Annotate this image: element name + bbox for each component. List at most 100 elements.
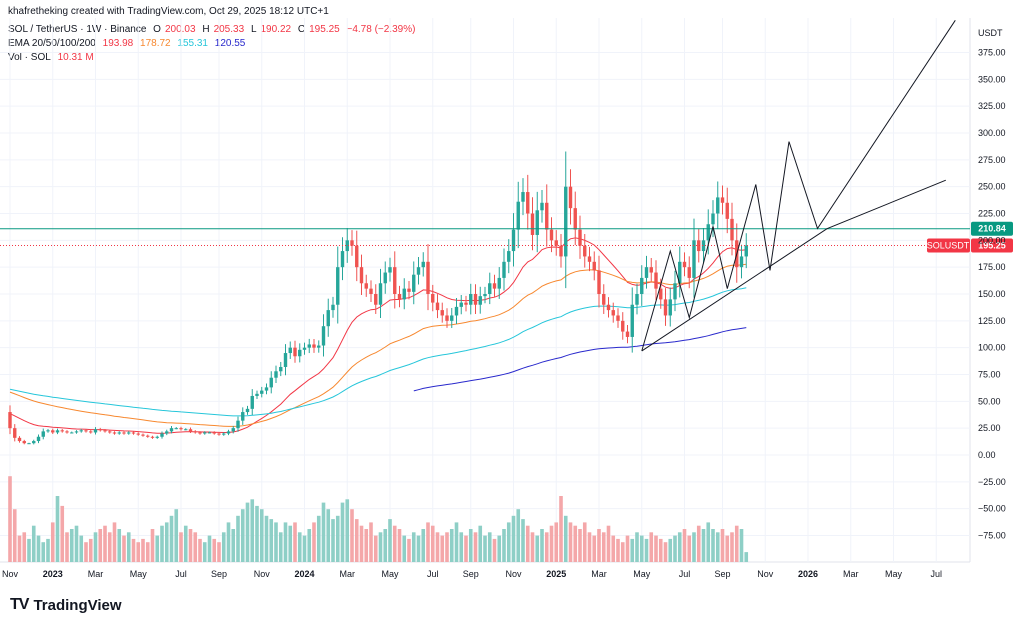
x-tick-label: Mar — [340, 569, 356, 579]
volume-bar — [12, 509, 17, 562]
candle-body — [203, 432, 207, 434]
candle-body — [554, 240, 558, 246]
candle-body — [150, 436, 155, 438]
candle-body — [706, 224, 710, 241]
candle-body — [165, 431, 169, 434]
candle-body — [744, 245, 748, 257]
candle-body — [730, 218, 734, 241]
candle-body — [89, 431, 93, 433]
x-tick-label: 2023 — [43, 569, 63, 579]
volume-bar — [468, 529, 473, 562]
volume-bar — [65, 532, 69, 562]
volume-bar — [620, 542, 625, 562]
candle-body — [331, 304, 335, 311]
tradingview-logo[interactable]: TV TradingView — [10, 596, 122, 614]
ema20-line — [9, 237, 747, 434]
volume-bar — [126, 532, 131, 562]
candle-body — [445, 315, 449, 321]
candle-body — [397, 294, 402, 300]
candle-body — [469, 294, 473, 305]
low-value: 190.22 — [260, 24, 292, 35]
candle-body — [217, 433, 221, 435]
candle-body — [84, 430, 88, 432]
volume-bar — [145, 542, 150, 562]
volume-bar — [668, 538, 673, 562]
rising-support-trendline[interactable] — [641, 179, 946, 352]
y-tick-label: 25.00 — [978, 423, 1001, 433]
volume-bar — [601, 532, 606, 562]
volume-label: Vol · SOL — [8, 52, 51, 63]
y-tick-label: 375.00 — [978, 48, 1006, 58]
candle-body — [41, 431, 45, 437]
volume-bar — [511, 515, 516, 562]
candle-body — [222, 433, 226, 435]
volume-bar — [616, 538, 620, 562]
volume-bar — [521, 519, 525, 562]
candle-body — [616, 315, 620, 321]
x-tick-label: Sep — [714, 569, 730, 579]
volume-bar — [378, 532, 383, 562]
volume-bar — [730, 532, 734, 562]
volume-bar — [720, 529, 725, 562]
zigzag-pattern[interactable] — [641, 20, 956, 352]
volume-bar — [544, 532, 549, 562]
candle-body — [502, 261, 506, 278]
y-tick-label: 175.00 — [978, 262, 1006, 272]
volume-bar — [692, 532, 696, 562]
candle-body — [60, 430, 64, 432]
volume-bar — [174, 509, 179, 562]
volume-bar — [345, 499, 350, 562]
candle-body — [212, 432, 216, 434]
volume-bar — [236, 515, 240, 562]
current-price-tag — [971, 238, 1013, 253]
candle-body — [293, 347, 297, 357]
candle-body — [274, 371, 278, 378]
volume-bar — [69, 529, 74, 562]
ema-legend[interactable]: EMA 20/50/100/200 193.98 178.72 155.31 1… — [8, 38, 249, 49]
candle-body — [402, 288, 406, 300]
volume-bar — [559, 496, 563, 562]
volume-bar — [283, 522, 288, 562]
y-tick-label: 350.00 — [978, 74, 1006, 84]
volume-bar — [264, 515, 269, 562]
candle-body — [51, 430, 55, 433]
volume-bar — [611, 535, 616, 562]
candle-body — [692, 240, 696, 278]
candle-body — [345, 240, 349, 252]
candle-body — [288, 347, 292, 354]
volume-bar — [245, 502, 250, 562]
volume-bar — [644, 538, 649, 562]
drawing-layer[interactable]: 210.84 SOLUSDT 195.25 — [0, 20, 1013, 352]
volume-bar — [711, 529, 715, 562]
x-tick-label: Mar — [591, 569, 607, 579]
volume-bar — [335, 515, 340, 562]
high-label: H — [202, 24, 210, 35]
y-tick-label: −25.00 — [978, 477, 1006, 487]
volume-bar — [435, 532, 440, 562]
volume-bar — [654, 535, 658, 562]
volume-legend[interactable]: Vol · SOL 10.31 M — [8, 52, 98, 63]
volume-bar — [478, 525, 483, 562]
volume-bar — [240, 509, 245, 562]
candle-body — [383, 272, 387, 284]
volume-bar — [226, 522, 231, 562]
volume-bar — [658, 538, 663, 562]
y-tick-label: 50.00 — [978, 396, 1001, 406]
y-tick-label: 150.00 — [978, 289, 1006, 299]
symbol-label[interactable]: SOL / TetherUS · 1W · Binance — [8, 24, 147, 35]
ema50-line — [9, 263, 747, 427]
candle-body — [431, 294, 435, 303]
candle-body — [497, 277, 501, 289]
candle-body — [302, 347, 307, 350]
volume-bar — [8, 476, 12, 562]
tradingview-brand: TradingView — [33, 596, 122, 614]
candle-body — [70, 432, 74, 434]
candle-body — [279, 366, 283, 372]
volume-bar — [293, 522, 297, 562]
candle-body — [245, 408, 250, 413]
volume-bar — [744, 552, 749, 562]
candle-body — [136, 433, 140, 435]
candle-body — [606, 304, 611, 311]
y-tick-label: 250.00 — [978, 182, 1006, 192]
